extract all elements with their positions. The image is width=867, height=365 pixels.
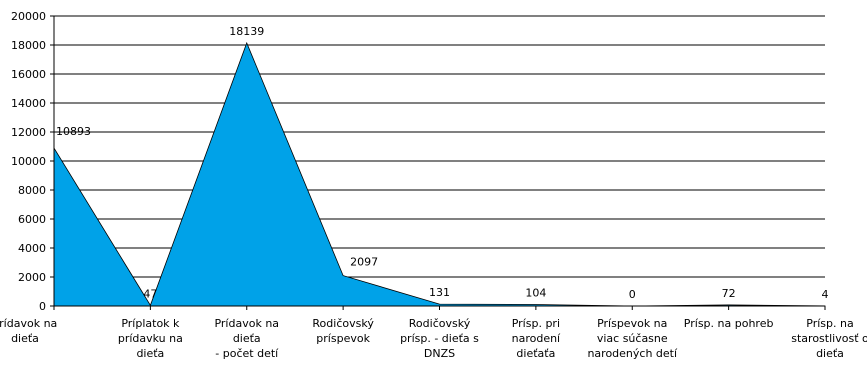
y-tick-label: 0 [39,300,46,313]
data-label: 0 [629,288,636,301]
data-labels: 10893 47 18139 2097 131 104 0 72 4 [56,25,829,301]
data-label: 104 [525,286,546,299]
x-category-label-line: prídavku na [118,332,183,345]
data-label: 18139 [229,25,264,38]
y-tick-label: 20000 [11,10,46,23]
x-category-label-line: dieťaťa [516,347,555,360]
x-category-label-line: Prísp. na pohreb [684,317,774,330]
x-category-label-line: - počet detí [215,347,279,360]
x-category-label: Prísp. na starostlivosť o dieťa [791,317,867,360]
x-category-label-line: dieťa [233,332,261,345]
x-category-label-line: dieťa [11,332,39,345]
data-label: 47 [143,287,157,300]
y-tick-label: 4000 [18,242,46,255]
x-category-label-line: dieťa [816,347,844,360]
x-category-label-line: Príplatok k [121,317,180,330]
data-label: 72 [722,287,736,300]
y-tick-labels: 0 2000 4000 6000 8000 10000 12000 14000 16000 180… [11,10,46,313]
y-tick-label: 18000 [11,39,46,52]
y-tick-label: 2000 [18,271,46,284]
x-category-label: Príplatok k prídavku na dieťa [118,317,183,360]
data-label: 2097 [350,256,378,269]
gridlines [54,15,825,278]
x-category-label: Prídavok na dieťa - počet detí [214,317,279,360]
x-category-label-line: starostlivosť o [791,332,867,345]
x-category-label-line: Prídavok na [214,317,279,330]
x-category-label-line: Prídavok na [0,317,57,330]
y-tick-label: 8000 [18,184,46,197]
x-category-label: Príspevok na viac súčasne narodených detí [587,317,678,360]
y-tick-label: 6000 [18,213,46,226]
x-category-label-line: Príspevok na [597,317,667,330]
x-category-label: Prídavok na dieťa [0,317,57,345]
x-category-label-line: Rodičovský [409,317,471,330]
x-category-label: Prísp. na pohreb [684,317,774,330]
y-tick-label: 14000 [11,97,46,110]
x-category-label: Prísp. pri narodení dieťaťa [512,317,561,360]
x-category-label-line: prísp. - dieťa s [400,332,479,345]
x-category-labels: Prídavok na dieťa Príplatok k prídavku na di… [0,317,867,360]
data-label: 4 [822,288,829,301]
x-category-label-line: dieťa [136,347,164,360]
x-category-label-line: narodených detí [587,347,678,360]
x-category-label-line: príspevok [316,332,370,345]
x-category-label-line: Rodičovský [312,317,374,330]
data-label: 10893 [56,125,91,138]
y-tick-label: 10000 [11,155,46,168]
y-tick-label: 12000 [11,126,46,139]
x-category-label-line: viac súčasne [597,332,668,345]
area-series [53,41,826,307]
x-category-label-line: Prísp. na [806,317,853,330]
axes [50,15,826,310]
area-series-shape [53,41,826,307]
y-tick-label: 16000 [11,68,46,81]
x-category-label: Rodičovský prísp. - dieťa s DNZS [400,317,479,360]
x-category-label-line: Prísp. pri [512,317,560,330]
x-category-label: Rodičovský príspevok [312,317,374,345]
data-label: 131 [429,286,450,299]
x-category-label-line: narodení [512,332,561,345]
x-category-label-line: DNZS [424,347,455,360]
